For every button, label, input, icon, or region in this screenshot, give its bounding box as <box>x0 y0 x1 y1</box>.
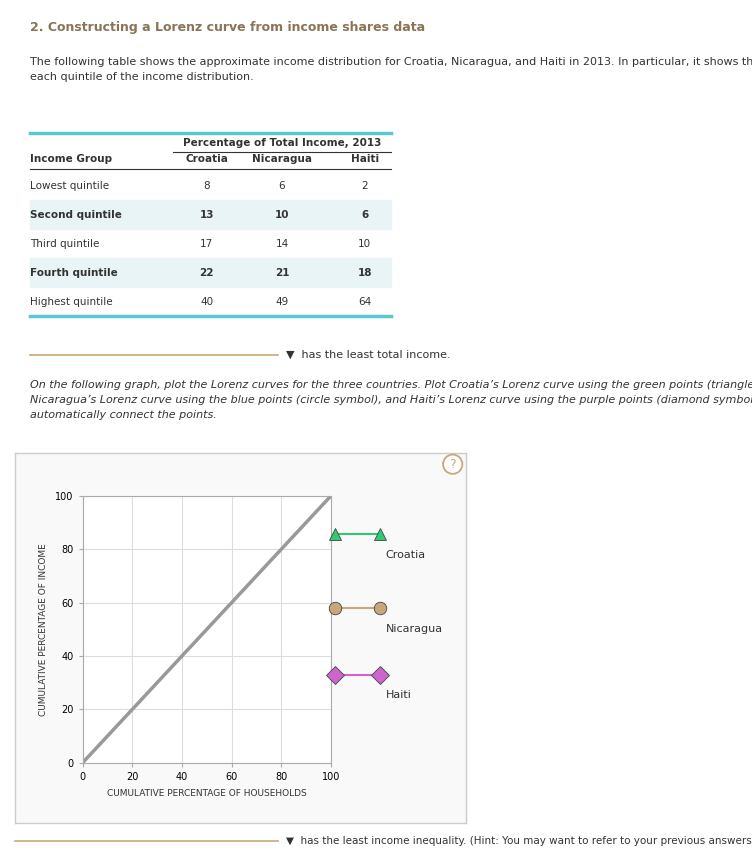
Text: ?: ? <box>450 457 456 471</box>
Text: Croatia: Croatia <box>386 550 426 560</box>
Text: The following table shows the approximate income distribution for Croatia, Nicar: The following table shows the approximat… <box>30 57 752 82</box>
Text: Second quintile: Second quintile <box>30 209 122 220</box>
Text: ▼  has the least total income.: ▼ has the least total income. <box>286 350 450 360</box>
Text: 49: 49 <box>275 297 289 307</box>
Text: 40: 40 <box>200 297 214 307</box>
Text: 13: 13 <box>199 209 214 220</box>
Text: 14: 14 <box>275 239 289 249</box>
Text: On the following graph, plot the Lorenz curves for the three countries. Plot Cro: On the following graph, plot the Lorenz … <box>30 380 752 420</box>
Text: 8: 8 <box>204 180 210 191</box>
Text: 21: 21 <box>274 268 290 278</box>
Text: Nicaragua: Nicaragua <box>252 154 312 164</box>
Text: Fourth quintile: Fourth quintile <box>30 268 118 278</box>
Text: 2: 2 <box>362 180 368 191</box>
Text: 10: 10 <box>274 209 290 220</box>
Y-axis label: CUMULATIVE PERCENTAGE OF INCOME: CUMULATIVE PERCENTAGE OF INCOME <box>39 543 48 716</box>
Text: 6: 6 <box>361 209 368 220</box>
Text: ▼  has the least income inequality. (Hint: You may want to refer to your previou: ▼ has the least income inequality. (Hint… <box>286 836 752 846</box>
Text: 64: 64 <box>358 297 371 307</box>
Text: 22: 22 <box>199 268 214 278</box>
Text: 10: 10 <box>358 239 371 249</box>
Text: Haiti: Haiti <box>386 690 411 700</box>
Text: 18: 18 <box>357 268 372 278</box>
Text: 2. Constructing a Lorenz curve from income shares data: 2. Constructing a Lorenz curve from inco… <box>30 21 425 34</box>
X-axis label: CUMULATIVE PERCENTAGE OF HOUSEHOLDS: CUMULATIVE PERCENTAGE OF HOUSEHOLDS <box>107 788 307 798</box>
Text: Income Group: Income Group <box>30 154 112 164</box>
Text: Haiti: Haiti <box>350 154 379 164</box>
Text: Nicaragua: Nicaragua <box>386 623 443 634</box>
Text: Highest quintile: Highest quintile <box>30 297 113 307</box>
Text: Percentage of Total Income, 2013: Percentage of Total Income, 2013 <box>183 138 381 148</box>
Text: Lowest quintile: Lowest quintile <box>30 180 109 191</box>
Text: Croatia: Croatia <box>185 154 229 164</box>
Text: 6: 6 <box>279 180 285 191</box>
Text: 17: 17 <box>200 239 214 249</box>
Text: Third quintile: Third quintile <box>30 239 99 249</box>
